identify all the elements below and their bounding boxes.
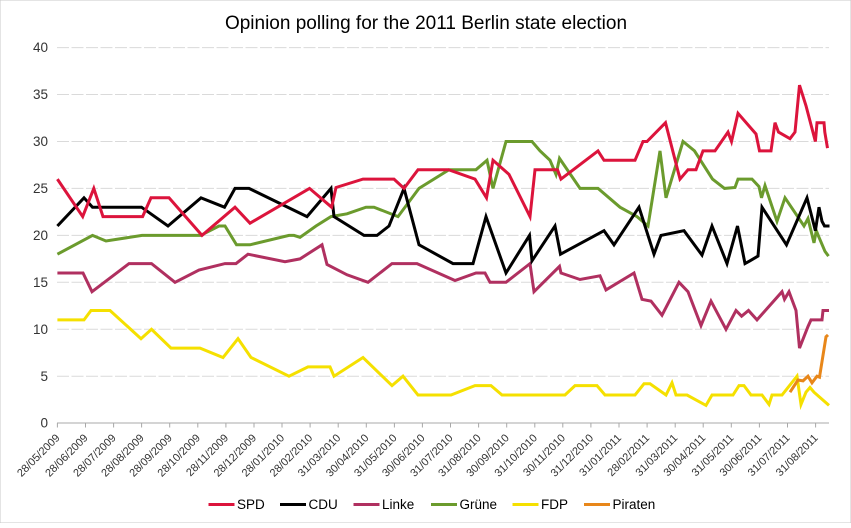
svg-text:SPD: SPD [237,497,265,512]
svg-text:35: 35 [33,87,48,102]
svg-text:0: 0 [40,416,48,431]
svg-text:10: 10 [33,322,48,337]
svg-text:CDU: CDU [309,497,338,512]
svg-text:Piraten: Piraten [613,497,656,512]
svg-text:5: 5 [40,369,48,384]
svg-text:15: 15 [33,275,48,290]
svg-text:40: 40 [33,40,48,55]
svg-text:Grüne: Grüne [460,497,498,512]
svg-text:Linke: Linke [382,497,414,512]
svg-text:30: 30 [33,134,48,149]
svg-text:20: 20 [33,228,48,243]
svg-text:Opinion polling for the 2011 B: Opinion polling for the 2011 Berlin stat… [225,13,627,34]
svg-text:25: 25 [33,181,48,196]
svg-text:FDP: FDP [541,497,568,512]
